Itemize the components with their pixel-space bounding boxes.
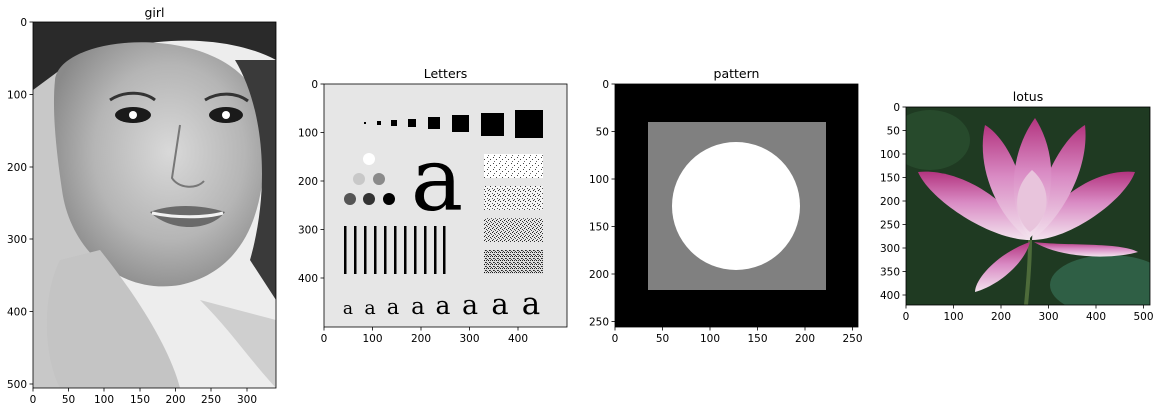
x-tick-label: 300 (237, 394, 257, 406)
x-tick-label: 0 (903, 311, 910, 323)
x-tick-label: 250 (201, 394, 221, 406)
y-tick-label: 350 (880, 266, 900, 278)
y-tick-label: 0 (20, 17, 27, 29)
x-tick-label: 150 (747, 333, 767, 345)
x-tick-label: 50 (62, 394, 75, 406)
x-tick-label: 400 (508, 333, 528, 345)
y-tick-label: 150 (589, 221, 609, 233)
y-tick-label: 50 (596, 126, 609, 138)
panel-letters: Letters a (298, 66, 568, 345)
letters-big-glyph: a (411, 128, 463, 231)
x-tick-label: 200 (411, 333, 431, 345)
panel-lotus: lotus 0 100 200 300 400 500 0 50 100 150 200 250 300… (880, 89, 1154, 323)
lotus-image (906, 107, 1150, 305)
x-tick-label: 250 (842, 333, 862, 345)
panel-title-pattern: pattern (714, 66, 760, 81)
x-tick-label: 100 (362, 333, 382, 345)
x-tick-label: 200 (795, 333, 815, 345)
y-tick-label: 400 (298, 273, 318, 285)
y-tick-label: 250 (589, 316, 609, 328)
y-tick-label: 400 (880, 290, 900, 302)
y-tick-label: 0 (893, 102, 900, 114)
panel-title-girl: girl (144, 5, 164, 20)
girl-image (33, 22, 276, 388)
y-tick-label: 300 (7, 234, 27, 246)
y-tick-label: 0 (311, 79, 318, 91)
pattern-image (615, 84, 858, 327)
y-tick-label: 0 (602, 79, 609, 91)
x-tick-label: 0 (30, 394, 37, 406)
x-tick-label: 100 (94, 394, 114, 406)
panel-title-letters: Letters (424, 66, 468, 81)
y-tick-label: 500 (7, 379, 27, 391)
panel-title-lotus: lotus (1013, 89, 1043, 104)
letters-small-glyph: a (491, 287, 508, 321)
letters-small-glyph: a (522, 286, 540, 322)
x-tick-label: 50 (656, 333, 669, 345)
x-tick-label: 100 (700, 333, 720, 345)
y-tick-label: 300 (880, 243, 900, 255)
letters-small-glyph: a (364, 297, 375, 319)
x-tick-label: 200 (165, 394, 185, 406)
x-tick-label: 300 (459, 333, 479, 345)
x-tick-label: 0 (321, 333, 328, 345)
letters-small-glyph: a (343, 299, 353, 319)
x-tick-label: 200 (991, 311, 1011, 323)
x-tick-label: 500 (1133, 311, 1153, 323)
y-tick-label: 300 (298, 224, 318, 236)
y-tick-label: 150 (880, 172, 900, 184)
y-tick-label: 200 (880, 196, 900, 208)
y-tick-label: 200 (589, 269, 609, 281)
y-tick-label: 200 (298, 176, 318, 188)
x-tick-label: 400 (1086, 311, 1106, 323)
y-tick-label: 200 (7, 162, 27, 174)
y-tick-label: 50 (887, 125, 900, 137)
x-tick-label: 0 (612, 333, 619, 345)
y-tick-label: 100 (298, 127, 318, 139)
y-tick-label: 250 (880, 219, 900, 231)
x-tick-label: 150 (130, 394, 150, 406)
y-tick-label: 100 (589, 174, 609, 186)
letters-small-glyph: a (462, 290, 478, 321)
letters-small-glyph: a (411, 294, 425, 320)
x-tick-label: 300 (1038, 311, 1058, 323)
x-tick-label: 100 (943, 311, 963, 323)
letters-small-glyph: a (436, 291, 451, 320)
y-tick-label: 100 (880, 149, 900, 161)
y-tick-label: 400 (7, 306, 27, 318)
y-tick-label: 100 (7, 89, 27, 101)
panel-girl: girl 0 50 100 150 200 250 300 0 100 200 300 400 500 (7, 5, 277, 406)
letters-small-glyph: a (387, 295, 400, 319)
